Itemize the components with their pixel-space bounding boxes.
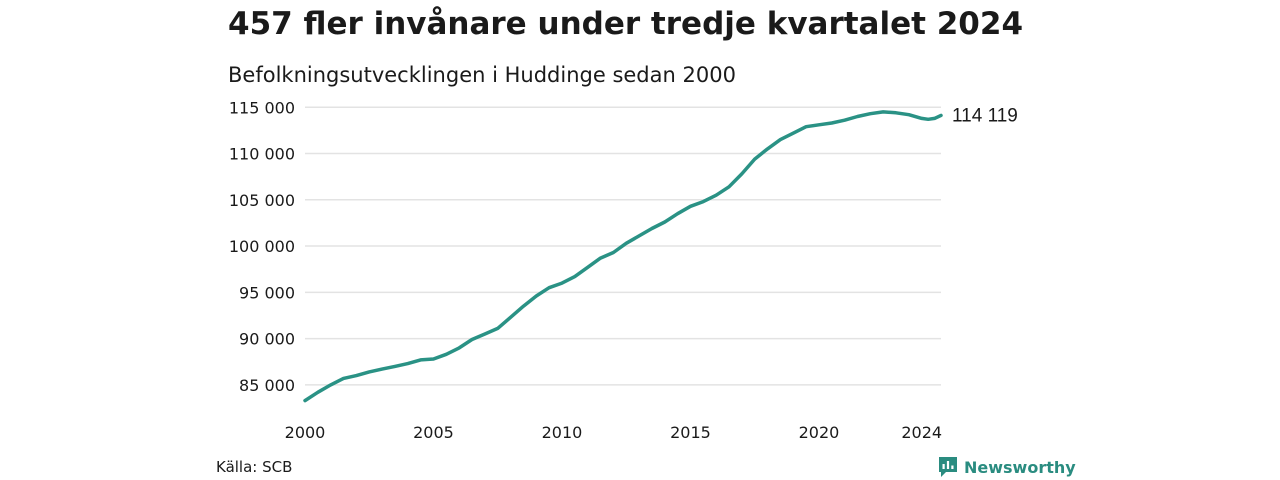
y-axis-ticks: 85 000 90 000 95 000 100 000 105 000 110 000 1… — [229, 98, 295, 395]
x-tick-label: 2024 — [901, 423, 942, 442]
brand-name: Newsworthy — [964, 457, 1076, 477]
newsworthy-logo-icon — [939, 457, 957, 477]
y-tick-label: 85 000 — [239, 376, 295, 395]
y-tick-label: 110 000 — [229, 145, 295, 164]
chart-title: 457 fler invånare under tredje kvartalet… — [228, 6, 1024, 42]
x-tick-label: 2010 — [542, 423, 583, 442]
series-group — [303, 110, 943, 403]
x-tick-label: 2020 — [799, 423, 840, 442]
x-tick-label: 2005 — [413, 423, 454, 442]
x-tick-label: 2015 — [670, 423, 711, 442]
y-tick-label: 115 000 — [229, 98, 295, 117]
y-tick-label: 90 000 — [239, 330, 295, 349]
x-axis-ticks: 2000 2005 2010 2015 2020 2024 — [285, 423, 942, 442]
population-series-line — [303, 110, 943, 403]
source-note: Källa: SCB — [216, 458, 293, 476]
y-tick-label: 95 000 — [239, 283, 295, 302]
chart-subtitle: Befolkningsutvecklingen i Huddinge sedan… — [228, 63, 736, 87]
end-value-label: 114 119 — [952, 105, 1018, 126]
y-tick-label: 105 000 — [229, 191, 295, 210]
gridlines — [305, 106, 941, 386]
y-tick-label: 100 000 — [229, 237, 295, 256]
x-tick-label: 2000 — [285, 423, 326, 442]
brand-logo[interactable]: Newsworthy — [938, 456, 1076, 478]
